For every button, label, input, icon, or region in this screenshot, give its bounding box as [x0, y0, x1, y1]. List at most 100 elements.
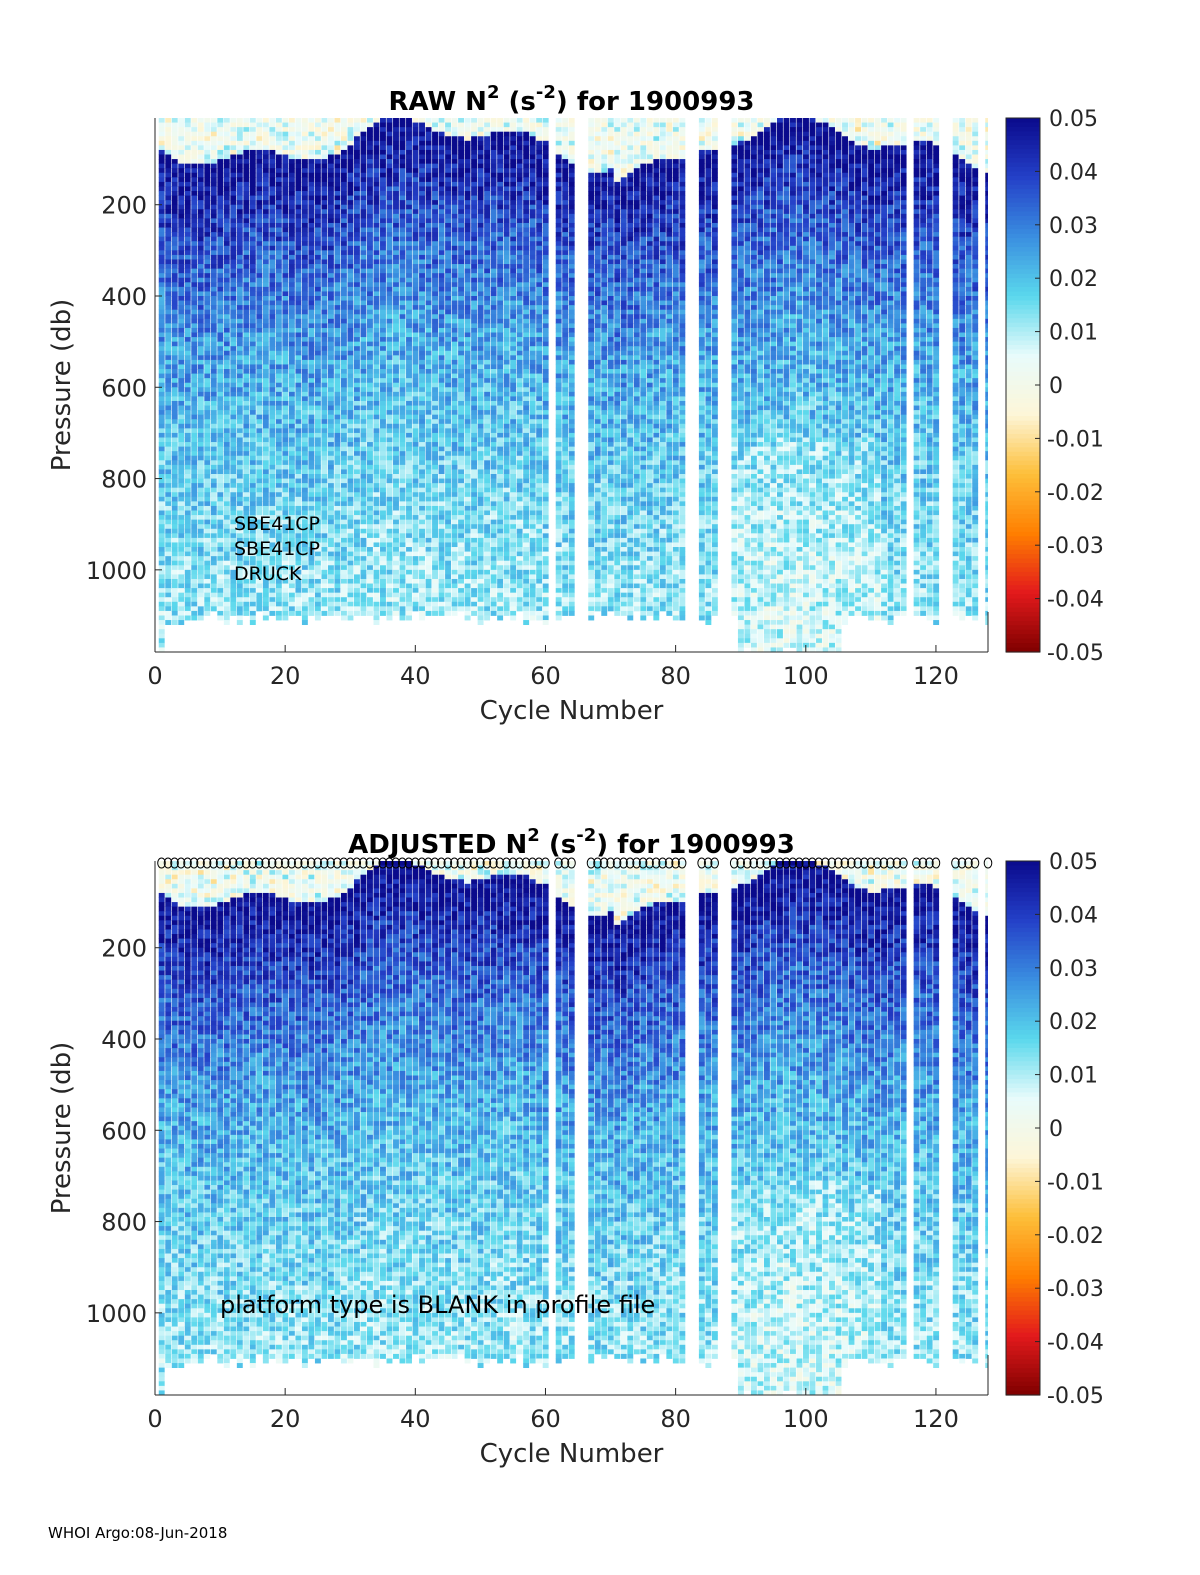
heatmap-cell [393, 501, 399, 507]
heatmap-cell [249, 496, 256, 502]
heatmap-cell [451, 332, 458, 338]
heatmap-cell [432, 565, 438, 571]
heatmap-cell [295, 528, 302, 534]
heatmap-cell [230, 154, 237, 160]
heatmap-cell [353, 346, 360, 352]
heatmap-cell [275, 428, 282, 434]
heatmap-cell [380, 227, 386, 233]
heatmap-cell [243, 154, 250, 160]
heatmap-cell [373, 620, 380, 626]
heatmap-cell [445, 268, 452, 274]
heatmap-cell [171, 597, 178, 603]
heatmap-cell [340, 172, 347, 178]
heatmap-cell [373, 565, 380, 571]
heatmap-cell [386, 209, 393, 215]
heatmap-cell [393, 496, 399, 502]
heatmap-cell [230, 145, 237, 151]
heatmap-cell [393, 460, 399, 466]
heatmap-cell [314, 168, 321, 174]
heatmap-cell [347, 332, 354, 338]
heatmap-cell [236, 332, 243, 338]
heatmap-cell [308, 487, 315, 493]
heatmap-cell [393, 442, 399, 448]
heatmap-cell [204, 547, 211, 552]
heatmap-cell [217, 478, 224, 484]
heatmap-cell [347, 186, 354, 192]
heatmap-cell [367, 592, 373, 598]
heatmap-cell [393, 378, 399, 384]
heatmap-cell [393, 592, 399, 598]
heatmap-cell [197, 364, 204, 370]
heatmap-cell [438, 592, 445, 598]
heatmap-cell [301, 159, 308, 165]
heatmap-cell [223, 273, 230, 279]
heatmap-cell [230, 149, 237, 155]
heatmap-cell [380, 359, 386, 365]
heatmap-cell [353, 145, 360, 151]
heatmap-cell [243, 286, 250, 292]
heatmap-cell [451, 149, 458, 155]
heatmap-cell [288, 168, 295, 174]
heatmap-cell [158, 131, 165, 137]
heatmap-cell [367, 442, 373, 448]
heatmap-cell [301, 537, 308, 543]
heatmap-cell [321, 172, 328, 178]
heatmap-cell [432, 373, 438, 379]
heatmap-cell [425, 569, 432, 575]
heatmap-cell [262, 483, 269, 489]
heatmap-cell [419, 483, 425, 489]
heatmap-cell [295, 601, 302, 607]
heatmap-cell [314, 519, 321, 525]
heatmap-cell [236, 241, 243, 247]
heatmap-cell [165, 556, 172, 562]
heatmap-cell [262, 154, 269, 160]
heatmap-cell [204, 400, 211, 406]
heatmap-cell [171, 378, 178, 384]
heatmap-cell [432, 432, 438, 438]
heatmap-cell [191, 213, 198, 219]
heatmap-cell [197, 291, 204, 297]
heatmap-cell [393, 597, 399, 603]
heatmap-cell [334, 291, 341, 297]
heatmap-cell [210, 414, 217, 420]
heatmap-cell [412, 364, 419, 370]
heatmap-cell [393, 118, 399, 123]
heatmap-cell [425, 483, 432, 489]
heatmap-cell [158, 419, 165, 425]
heatmap-cell [295, 560, 302, 566]
heatmap-cell [406, 227, 412, 233]
heatmap-cell [210, 291, 217, 297]
heatmap-cell [353, 209, 360, 215]
heatmap-cell [412, 565, 419, 571]
heatmap-cell [399, 551, 406, 557]
heatmap-cell [353, 163, 360, 169]
heatmap-cell [367, 163, 373, 169]
heatmap-cell [282, 423, 289, 429]
heatmap-cell [184, 382, 191, 388]
heatmap-cell [191, 154, 198, 160]
heatmap-cell [353, 588, 360, 594]
heatmap-cell [380, 168, 386, 174]
heatmap-cell [321, 163, 328, 169]
heatmap-cell [301, 610, 308, 616]
heatmap-cell [321, 245, 328, 251]
heatmap-cell [445, 309, 452, 315]
heatmap-cell [158, 222, 165, 228]
heatmap-cell [230, 327, 237, 333]
heatmap-cell [243, 437, 250, 443]
heatmap-cell [236, 569, 243, 575]
heatmap-cell [340, 245, 347, 251]
heatmap-cell [353, 122, 360, 128]
heatmap-cell [165, 446, 172, 452]
heatmap-cell [275, 241, 282, 247]
heatmap-cell [308, 286, 315, 292]
heatmap-cell [158, 515, 165, 521]
heatmap-cell [230, 163, 237, 169]
heatmap-cell [282, 355, 289, 361]
heatmap-cell [230, 410, 237, 416]
heatmap-cell [432, 492, 438, 498]
heatmap-cell [204, 309, 211, 315]
heatmap-cell [210, 565, 217, 571]
heatmap-cell [308, 460, 315, 466]
heatmap-cell [165, 387, 172, 393]
